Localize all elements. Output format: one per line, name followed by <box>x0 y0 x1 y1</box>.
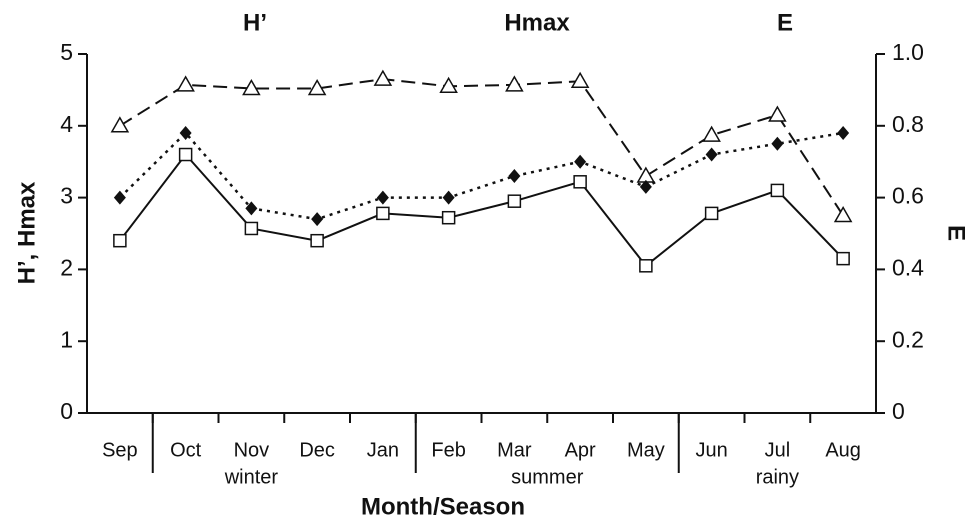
marker <box>639 179 652 194</box>
marker <box>310 233 324 248</box>
marker <box>113 233 127 248</box>
y-tick-label: 0 <box>60 398 73 424</box>
y-axis-label: H’, Hmax <box>13 181 40 284</box>
x-tick-label: Oct <box>170 439 202 461</box>
marker <box>242 78 261 96</box>
series-name: Hmax <box>504 9 570 36</box>
y2-tick-label: 0.6 <box>892 183 924 209</box>
x-tick-label: May <box>627 439 665 461</box>
marker <box>110 116 130 133</box>
x-tick-label: Apr <box>565 439 596 461</box>
marker <box>113 190 126 205</box>
y2-tick-label: 0 <box>892 398 905 424</box>
marker <box>376 190 389 205</box>
x-tick-label: Mar <box>497 439 532 461</box>
x-tick-label: Aug <box>825 439 861 461</box>
x-tick-label: Dec <box>299 439 335 461</box>
x-tick-label: Jan <box>367 439 399 461</box>
season-label: rainy <box>756 466 799 488</box>
series-name: E <box>777 9 793 36</box>
marker <box>836 251 850 266</box>
marker <box>837 125 850 140</box>
marker <box>833 206 853 223</box>
season-label: winter <box>224 466 279 488</box>
marker <box>704 206 719 221</box>
x-tick-label: Nov <box>234 439 270 461</box>
marker <box>507 194 522 208</box>
marker <box>439 76 458 94</box>
marker <box>574 154 587 169</box>
marker <box>508 169 521 184</box>
marker <box>442 190 455 205</box>
x-tick-label: Jul <box>765 439 791 461</box>
marker <box>244 221 259 236</box>
marker <box>178 147 193 162</box>
marker <box>307 78 327 96</box>
marker <box>179 125 192 140</box>
series-line <box>119 152 844 268</box>
marker <box>573 175 587 189</box>
series-name: H’ <box>243 9 267 36</box>
marker <box>771 136 784 151</box>
y2-tick-label: 0.4 <box>892 254 924 280</box>
y-tick-label: 1 <box>60 326 73 352</box>
x-tick-label: Feb <box>431 439 465 461</box>
marker <box>570 71 590 89</box>
marker <box>311 212 324 227</box>
x-tick-label: Sep <box>102 439 138 461</box>
y2-axis-label: E <box>943 225 970 241</box>
marker <box>702 125 721 142</box>
marker <box>639 259 653 273</box>
marker <box>373 69 393 86</box>
marker <box>705 147 718 162</box>
marker <box>768 105 787 122</box>
y-tick-label: 3 <box>60 183 73 209</box>
x-axis-label: Month/Season <box>361 493 525 520</box>
marker <box>505 75 524 92</box>
season-label: summer <box>511 466 584 488</box>
marker <box>770 183 785 198</box>
y-tick-label: 4 <box>60 111 73 137</box>
marker <box>176 75 195 92</box>
x-tick-label: Jun <box>696 439 728 461</box>
y2-tick-label: 0.2 <box>892 326 924 352</box>
y2-tick-label: 1.0 <box>892 39 924 65</box>
marker <box>376 206 390 221</box>
y-tick-label: 5 <box>60 39 73 65</box>
y2-tick-label: 0.8 <box>892 111 924 137</box>
y-tick-label: 2 <box>60 254 73 280</box>
marker <box>441 210 456 225</box>
marker <box>245 201 258 216</box>
series-line <box>119 78 844 217</box>
